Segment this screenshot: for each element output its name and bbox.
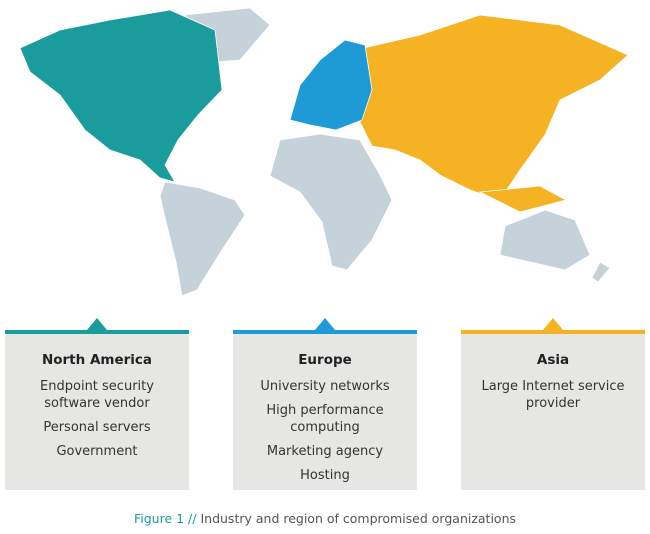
world-map [19,7,629,297]
southeast-asia-islands [478,185,568,213]
australia [499,209,591,271]
caption-label: Figure 1 // [133,511,197,526]
region-pointer [315,318,335,330]
region-item: Government [56,444,138,459]
region-item: University networks [260,379,390,394]
south-america [159,181,246,297]
asia [354,14,629,201]
region-item: Endpoint security software vendor [40,379,154,411]
region-box: Asia Large Internet service provider [461,318,645,490]
region-item: Personal servers [43,420,151,435]
new-zealand [591,261,611,283]
region-bar [5,330,189,334]
region-box: Europe University networks High performanc… [233,318,417,490]
north-america [19,9,223,183]
region-box: North America Endpoint security software … [5,318,189,490]
caption: Figure 1 // Industry and region of compr… [0,511,650,526]
europe [289,39,373,131]
region-pointer [543,318,563,330]
region-bar [461,330,645,334]
region-item: Hosting [300,468,350,483]
region-name: Asia [536,352,570,368]
caption-text: Industry and region of compromised organ… [200,511,517,526]
region-item: Marketing agency [266,444,384,459]
region-name: North America [41,352,153,368]
africa [269,133,393,271]
region-item: Large Internet service provider [481,379,625,411]
region-item: High performance computing [266,403,384,435]
region-bar [233,330,417,334]
region-pointer [87,318,107,330]
region-name: Europe [298,352,352,368]
